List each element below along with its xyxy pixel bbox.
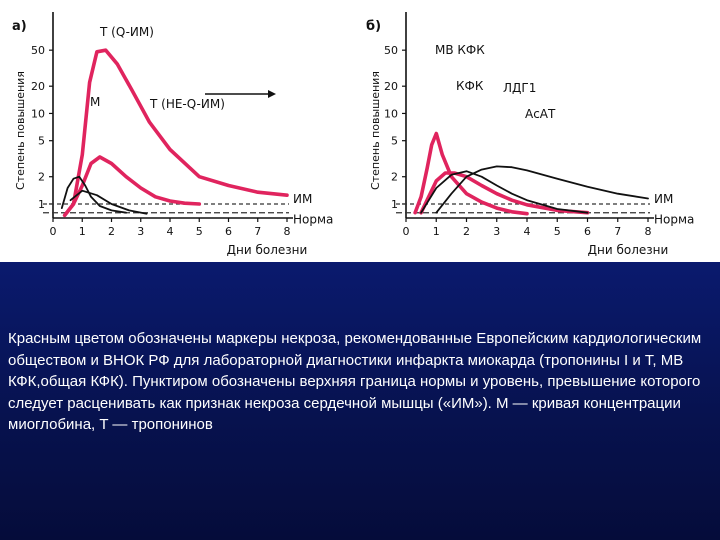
series-label: ЛДГ1 xyxy=(503,81,536,95)
x-tick-label: 0 xyxy=(403,225,410,238)
x-tick-label: 8 xyxy=(645,225,652,238)
y-tick-label: 10 xyxy=(31,107,45,120)
arrow-head xyxy=(268,90,276,98)
series-label: МВ КФК xyxy=(435,43,485,57)
y-axis-label: Степень повышения xyxy=(14,71,27,190)
x-tick-label: 0 xyxy=(50,225,57,238)
panel-label: а) xyxy=(12,19,27,34)
series-label: T (НЕ-Q-ИМ) xyxy=(149,97,225,111)
x-tick-label: 6 xyxy=(225,225,232,238)
reference-line-label: Норма xyxy=(654,213,694,227)
x-tick-label: 4 xyxy=(167,225,174,238)
x-tick-label: 1 xyxy=(79,225,86,238)
series-line xyxy=(420,170,589,214)
reference-line-label: ИМ xyxy=(293,192,312,206)
y-tick-label: 1 xyxy=(38,198,45,211)
series-line xyxy=(435,165,649,214)
y-tick-label: 20 xyxy=(384,80,398,93)
x-tick-label: 4 xyxy=(524,225,531,238)
series-line xyxy=(413,131,529,216)
x-tick-label: 2 xyxy=(108,225,115,238)
y-tick-label: 5 xyxy=(38,135,45,148)
panel-b: б) Степень повышения 1 2 5 10 20 50 0 1 2 3 4 5 6 7 8 Дни… xyxy=(366,12,694,257)
caption-text: Красным цветом обозначены маркеры некроз… xyxy=(8,330,702,433)
y-tick-label: 50 xyxy=(384,44,398,57)
x-tick-label: 1 xyxy=(433,225,440,238)
x-tick-label: 5 xyxy=(554,225,561,238)
series-label: М xyxy=(90,95,100,109)
series-label: КФК xyxy=(456,79,484,93)
panel-label: б) xyxy=(366,19,381,34)
caption-panel: Красным цветом обозначены маркеры некроз… xyxy=(0,262,720,540)
x-tick-label: 6 xyxy=(584,225,591,238)
x-tick-label: 3 xyxy=(137,225,144,238)
y-tick-label: 50 xyxy=(31,44,45,57)
y-tick-label: 5 xyxy=(391,135,398,148)
chart-figure: а) Степень повышения 1 2 5 10 20 50 0 1 2 3 4 5 6 7 8 Дни… xyxy=(0,0,720,262)
x-tick-label: 2 xyxy=(463,225,470,238)
reference-line-label: ИМ xyxy=(654,192,673,206)
series-line xyxy=(62,155,202,218)
series-label: T (Q-ИМ) xyxy=(99,25,154,39)
x-tick-label: 8 xyxy=(284,225,291,238)
series-line xyxy=(62,48,289,218)
x-axis-label: Дни болезни xyxy=(227,243,308,257)
x-tick-label: 7 xyxy=(254,225,261,238)
series-line xyxy=(419,171,590,215)
series-line xyxy=(60,175,127,214)
series-label: АсАТ xyxy=(525,107,556,121)
x-tick-label: 7 xyxy=(614,225,621,238)
series-line xyxy=(69,189,148,215)
y-tick-label: 20 xyxy=(31,80,45,93)
x-axis-label: Дни болезни xyxy=(588,243,669,257)
y-tick-label: 1 xyxy=(391,198,398,211)
y-tick-label: 10 xyxy=(384,107,398,120)
x-tick-label: 3 xyxy=(493,225,500,238)
y-axis-label: Степень повышения xyxy=(369,71,382,190)
reference-line-label: Норма xyxy=(293,213,333,227)
panel-a: а) Степень повышения 1 2 5 10 20 50 0 1 2 3 4 5 6 7 8 Дни… xyxy=(12,12,333,257)
x-tick-label: 5 xyxy=(196,225,203,238)
y-tick-label: 2 xyxy=(38,171,45,184)
y-tick-label: 2 xyxy=(391,171,398,184)
